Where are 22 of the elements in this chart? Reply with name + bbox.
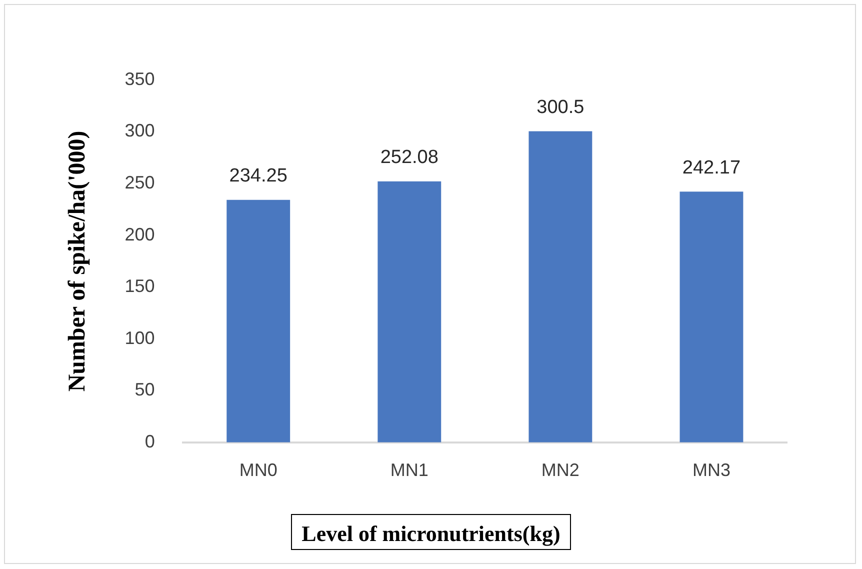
data-label: 234.25 bbox=[229, 166, 288, 187]
y-tick-label: 0 bbox=[144, 431, 155, 452]
y-tick-label: 300 bbox=[124, 120, 155, 141]
bar bbox=[226, 200, 290, 442]
y-tick-label: 250 bbox=[124, 172, 155, 193]
x-tick-label: MN2 bbox=[541, 460, 580, 480]
data-label: 242.17 bbox=[682, 157, 741, 178]
x-axis-title: Level of micronutrients(kg) bbox=[290, 514, 572, 550]
y-tick-label: 50 bbox=[134, 380, 155, 400]
y-tick-label: 150 bbox=[124, 276, 155, 296]
y-axis-title: Number of spike/ha('000) bbox=[64, 130, 91, 392]
bar bbox=[528, 131, 592, 442]
bar bbox=[378, 181, 442, 442]
x-tick-label: MN1 bbox=[390, 460, 428, 480]
y-tick-label: 350 bbox=[124, 68, 155, 89]
x-tick-label: MN0 bbox=[239, 460, 278, 480]
x-tick-label: MN3 bbox=[692, 460, 730, 480]
y-tick-label: 100 bbox=[124, 328, 155, 348]
bar bbox=[680, 192, 744, 442]
data-label: 300.5 bbox=[536, 96, 584, 118]
y-tick-label: 200 bbox=[124, 224, 155, 244]
data-label: 252.08 bbox=[380, 147, 438, 168]
